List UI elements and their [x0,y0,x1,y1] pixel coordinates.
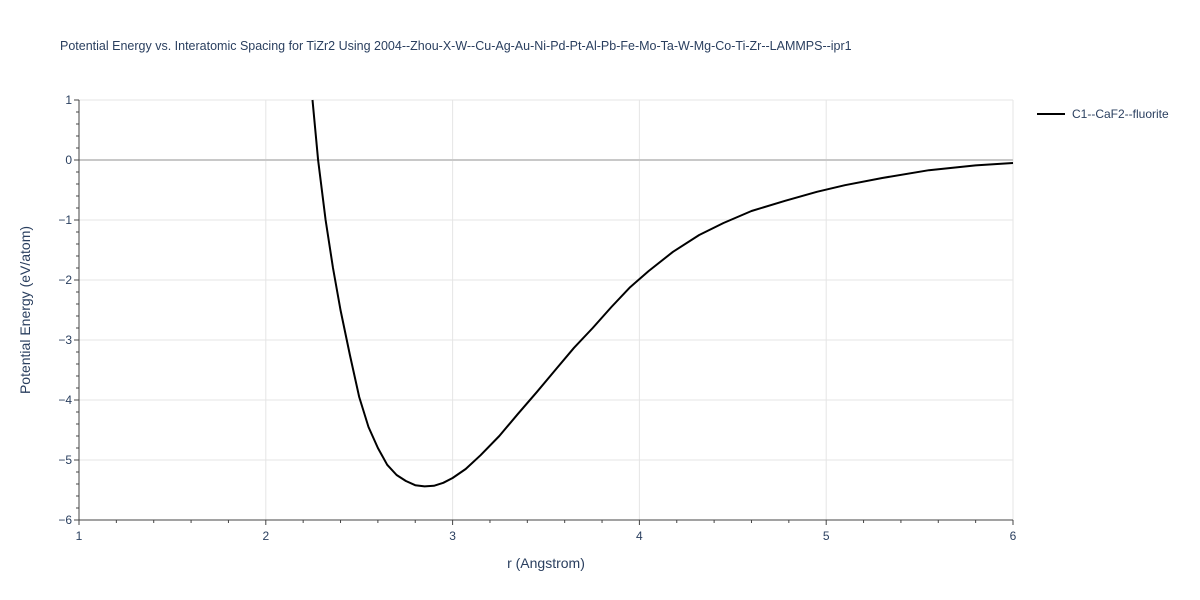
y-tick-labels: 1 0 −1 −2 −3 −4 −5 −6 [58,93,72,527]
x-tick-label: 3 [449,529,456,543]
series-layer [311,99,1014,488]
chart-title: Potential Energy vs. Interatomic Spacing… [60,39,852,53]
y-tick-label: −4 [58,393,72,407]
y-tick-label: −5 [58,453,72,467]
grid [79,99,1014,520]
y-axis-title: Potential Energy (eV/atom) [17,226,33,394]
legend-label: C1--CaF2--fluorite [1072,107,1169,121]
legend[interactable]: C1--CaF2--fluorite [1037,107,1169,121]
x-tick-label: 5 [823,529,830,543]
y-tick-label: −2 [58,273,72,287]
y-tick-label: 1 [65,93,72,107]
x-tick-label: 6 [1010,529,1017,543]
y-tick-label: −6 [58,513,72,527]
x-tick-labels: 1 2 3 4 5 6 [76,529,1017,543]
x-tick-label: 4 [636,529,643,543]
axis-ticks [74,99,1014,525]
y-tick-label: 0 [65,153,72,167]
y-tick-label: −3 [58,333,72,347]
y-tick-label: −1 [58,213,72,227]
x-tick-label: 1 [76,529,83,543]
x-axis-title: r (Angstrom) [507,555,585,571]
series-line [311,99,1014,488]
x-tick-label: 2 [262,529,269,543]
